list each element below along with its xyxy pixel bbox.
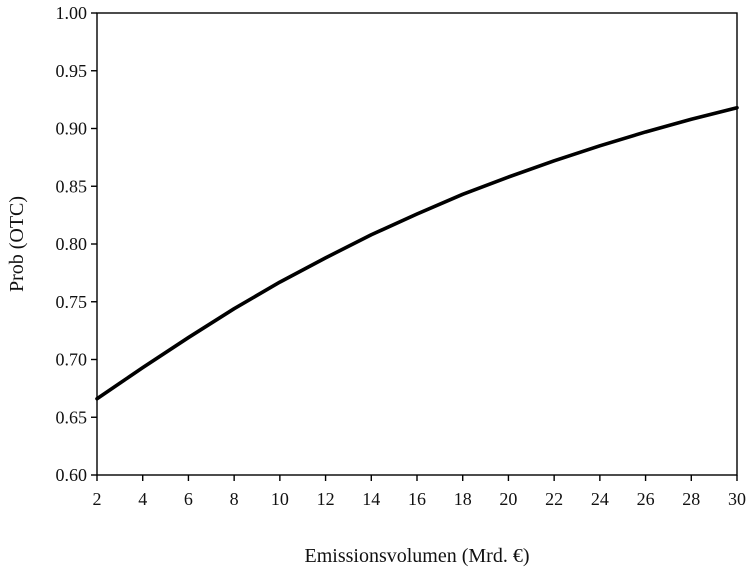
y-tick-label: 0.60: [56, 465, 88, 485]
y-tick-label: 0.65: [56, 407, 88, 427]
y-tick-label: 0.70: [56, 350, 88, 370]
x-tick-label: 28: [682, 489, 700, 509]
x-tick-label: 24: [591, 489, 609, 509]
x-tick-label: 22: [545, 489, 563, 509]
x-tick-label: 4: [138, 489, 147, 509]
y-tick-label: 0.90: [56, 119, 88, 139]
plot-frame: [96, 12, 738, 476]
x-tick-label: 26: [637, 489, 655, 509]
y-tick-label: 0.95: [56, 61, 88, 81]
x-tick-label: 16: [408, 489, 426, 509]
x-tick-label: 6: [184, 489, 193, 509]
y-axis: 0.60 0.65 0.70 0.75 0.80 0.85 0.90 0.95 1.00: [56, 3, 97, 485]
x-tick-label: 18: [454, 489, 472, 509]
y-tick-label: 0.80: [56, 234, 88, 254]
x-tick-label: 14: [362, 489, 380, 509]
x-tick-label: 20: [499, 489, 517, 509]
x-tick-label: 2: [93, 489, 102, 509]
x-axis: 2 4 6 8 10 12 14 16 18 20 22 24 26 28 30: [93, 475, 746, 509]
y-tick-label: 0.85: [56, 176, 88, 196]
x-tick-label: 30: [728, 489, 746, 509]
x-tick-label: 10: [271, 489, 289, 509]
x-tick-label: 12: [317, 489, 335, 509]
x-axis-title: Emissionsvolumen (Mrd. €): [305, 545, 530, 567]
x-tick-label: 8: [230, 489, 239, 509]
y-tick-label: 0.75: [56, 292, 88, 312]
y-axis-title: Prob (OTC): [6, 196, 28, 292]
probability-line: [95, 105, 739, 401]
y-tick-label: 1.00: [56, 3, 88, 23]
